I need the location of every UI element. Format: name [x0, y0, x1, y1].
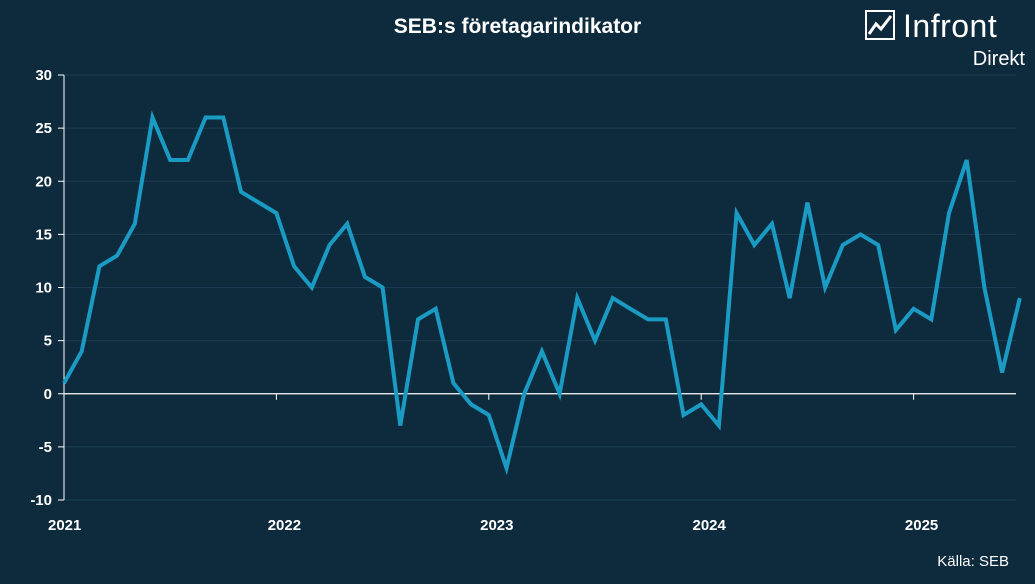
- y-tick-label: 15: [35, 226, 52, 243]
- y-tick-label: -10: [30, 492, 52, 509]
- source-note: Källa: SEB: [937, 553, 1009, 570]
- series-line: [62, 110, 1022, 476]
- x-tick-label: 2023: [480, 517, 513, 534]
- x-tick-label: 2024: [693, 517, 727, 534]
- y-tick-label: 25: [35, 120, 52, 137]
- chart-title: SEB:s företagarindikator: [393, 15, 642, 38]
- gridlines: [64, 74, 1016, 501]
- logo-name: Infront: [903, 8, 998, 44]
- y-tick-label: 10: [35, 280, 52, 297]
- x-tick-label: 2021: [48, 517, 81, 534]
- y-tick-label: 30: [35, 67, 52, 84]
- y-tick-label: 0: [44, 386, 52, 403]
- chart-trend-icon: [865, 10, 895, 40]
- y-tick-label: -5: [39, 439, 52, 456]
- y-tick-label: 20: [35, 173, 52, 190]
- x-tick-label: 2022: [268, 517, 301, 534]
- y-tick-label: 5: [44, 333, 52, 350]
- infront-logo: Infront Direkt: [865, 6, 1025, 72]
- axes: [58, 74, 1016, 501]
- x-axis-labels: 2021 2022 2023 2024 2025: [48, 517, 938, 534]
- series-layer: [62, 110, 1022, 476]
- x-tick-label: 2025: [905, 517, 938, 534]
- y-axis-labels: 30 25 20 15 10 5 0 -5 -10: [30, 67, 52, 509]
- logo-subtitle: Direkt: [972, 48, 1025, 70]
